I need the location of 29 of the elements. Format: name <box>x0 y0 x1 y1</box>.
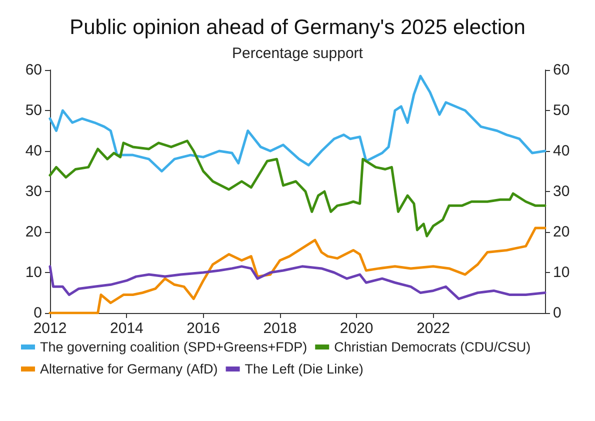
x-tick-label: 2012 <box>33 320 67 337</box>
x-tick-label: 2016 <box>186 320 220 337</box>
legend-label: Christian Democrats (CDU/CSU) <box>334 340 531 354</box>
y2-tick-label: 40 <box>553 142 570 160</box>
line-series <box>48 265 546 300</box>
x-tick-label: 2022 <box>416 320 450 337</box>
x-tick-label: 2014 <box>110 320 144 337</box>
y-tick-label: 30 <box>25 183 42 200</box>
y-tick-label: 40 <box>25 142 42 160</box>
x-tick-label: 2018 <box>263 320 297 337</box>
line-series <box>48 74 546 172</box>
y-tick-label: 20 <box>25 224 42 240</box>
y-tick-label: 50 <box>25 102 42 119</box>
legend-label: The Left (Die Linke) <box>244 362 364 376</box>
y2-tick-label: 10 <box>553 264 570 281</box>
y2-tick-label: 0 <box>553 304 562 322</box>
line-series <box>48 140 546 238</box>
y-tick-label: 60 <box>25 62 42 78</box>
y-tick-label: 10 <box>25 264 42 281</box>
legend-label: The governing coalition (SPD+Greens+FDP) <box>40 340 308 354</box>
legend-label: Alternative for Germany (AfD) <box>40 362 218 376</box>
chart-title: Public opinion ahead of Germany's 2025 election <box>70 16 526 39</box>
y-tick-label: 0 <box>34 304 42 322</box>
chart-subtitle: Percentage support <box>232 45 364 62</box>
x-tick-label: 2020 <box>340 320 374 337</box>
y2-tick-label: 30 <box>553 183 570 200</box>
y2-tick-label: 60 <box>553 62 570 78</box>
y2-tick-label: 50 <box>553 102 570 119</box>
y2-tick-label: 20 <box>553 224 570 240</box>
